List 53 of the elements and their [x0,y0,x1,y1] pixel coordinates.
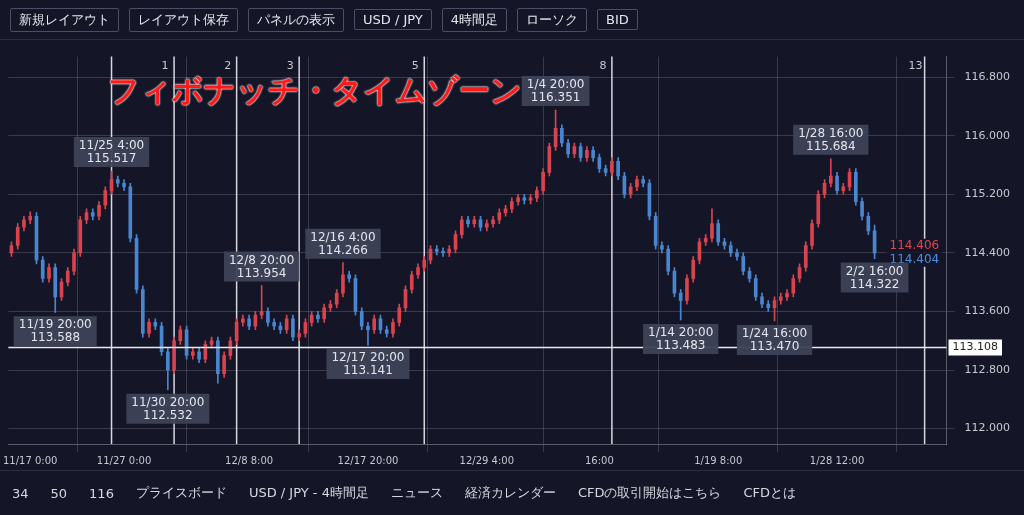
candlestick [366,322,370,346]
y-tick-label: 114.400 [964,245,1011,259]
x-tick-label: 12/8 8:00 [225,454,274,466]
x-tick-label: 11/27 0:00 [96,454,152,466]
x-tick-label: 12/17 20:00 [337,454,399,466]
annotation: 13 [908,59,923,73]
annotation: 11/30 20:00 112.532 [131,394,205,422]
annotation: 2/2 16:00 114.322 [845,263,904,291]
y-tick-label: 116.000 [964,128,1011,142]
text: USD / JPY [354,9,432,30]
annotation: 1 [161,59,169,73]
text: ローソク [517,7,588,32]
x-tick-label: 1/19 8:00 [694,454,743,466]
annotation: 12/17 20:00 113.141 [331,350,405,378]
annotation: 1/28 16:00 115.684 [798,125,864,153]
text: 116 [89,485,114,501]
text: ニュース [390,484,443,502]
annotation: 11/19 20:00 113.588 [18,317,92,345]
annotation: 1/14 20:00 113.483 [648,325,714,353]
annotation: 8 [599,59,607,73]
annotation: 11/25 4:00 115.517 [78,138,145,166]
x-tick-label: 12/29 4:00 [459,454,515,466]
annotation: 2 [224,59,232,73]
candlestick [441,247,445,257]
annotation: 114.404 [889,251,940,266]
annotation: 114.406 [889,237,940,252]
annotation: 3 [286,59,294,73]
ref-line-label: 113.108 [952,340,999,354]
text: USD / JPY - 4時間足 [248,484,369,502]
y-tick-label: 112.000 [964,421,1011,435]
text: CFDの取引開始はこちら [577,484,722,502]
text: 50 [50,485,68,501]
text: プライスボード [135,484,227,502]
text: 34 [12,485,29,501]
annotation: 1/24 16:00 113.470 [741,326,808,354]
x-tick-label: 11/17 0:00 [3,454,58,466]
x-tick-label: 1/28 12:00 [809,454,865,466]
text: レイアウト保存 [129,7,238,32]
annotation: 12/16 4:00 114.266 [310,229,376,257]
annotation: 5 [411,59,419,73]
text: 経済カレンダー [464,484,556,502]
x-tick-label: 16:00 [584,454,614,466]
text: CFDとは [743,484,797,502]
text: BID [597,9,638,30]
annotation: 12/8 20:00 113.954 [228,252,295,280]
text: 4時間足 [441,7,508,32]
y-tick-label: 115.200 [964,187,1011,201]
text: 新規レイアウト [10,7,119,32]
y-tick-label: 113.600 [964,304,1011,318]
y-tick-label: 112.800 [964,362,1011,376]
annotation: 1/4 20:00 116.351 [526,77,585,105]
y-tick-label: 116.800 [964,69,1011,83]
text: パネルの表示 [248,7,344,32]
